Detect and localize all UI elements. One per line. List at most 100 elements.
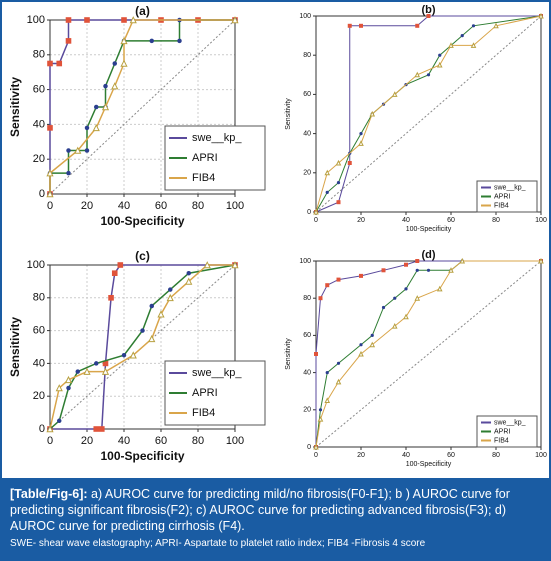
legend-label: APRI <box>494 193 510 200</box>
legend-label: FIB4 <box>494 437 509 444</box>
point <box>471 24 476 28</box>
y-tick-label: 0 <box>307 444 311 451</box>
x-tick-label: 80 <box>492 452 500 459</box>
legend-label: FIB4 <box>192 172 215 184</box>
point <box>317 415 324 422</box>
chart-b: (b) 0 20 40 60 80 100 0 20 40 60 80 100 100-Specifici… <box>285 4 547 233</box>
chart-title: (c) <box>135 249 150 263</box>
legend-label: swe__kp_ <box>192 132 242 144</box>
y-tick-label: 60 <box>303 91 311 98</box>
point <box>47 60 53 67</box>
y-tick-label: 40 <box>33 118 45 130</box>
point <box>121 352 127 358</box>
point <box>381 305 386 310</box>
x-tick-label: 40 <box>402 217 410 224</box>
point <box>493 22 499 29</box>
x-tick-label: 80 <box>192 435 204 447</box>
point <box>84 148 90 153</box>
legend-label: APRI <box>192 387 218 399</box>
point <box>336 200 341 205</box>
point <box>415 23 420 28</box>
point <box>140 328 145 333</box>
point <box>203 261 211 269</box>
x-tick-label: 60 <box>447 452 455 459</box>
roc-line <box>49 19 235 194</box>
legend-label: APRI <box>192 152 218 164</box>
point <box>359 343 363 347</box>
point <box>369 110 376 117</box>
point <box>46 190 54 198</box>
y-tick-label: 60 <box>303 332 311 339</box>
point <box>84 125 90 131</box>
point <box>149 303 154 309</box>
point <box>47 125 53 131</box>
point <box>393 296 397 300</box>
y-tick-label: 60 <box>33 325 45 337</box>
legend-label: FIB4 <box>192 407 215 419</box>
point <box>101 103 110 111</box>
point <box>149 38 154 44</box>
x-tick-label: 40 <box>118 200 130 212</box>
x-tick-label: 20 <box>81 435 93 447</box>
point <box>157 310 165 318</box>
point <box>314 352 318 356</box>
point <box>336 181 341 185</box>
point <box>358 140 364 146</box>
point <box>57 418 62 424</box>
point <box>129 16 137 24</box>
point <box>66 385 71 391</box>
point <box>448 42 454 48</box>
point <box>438 53 442 57</box>
point <box>359 273 363 278</box>
y-tick-label: 20 <box>303 170 311 177</box>
y-tick-label: 0 <box>307 209 311 216</box>
point <box>65 38 72 44</box>
point <box>391 322 398 329</box>
point <box>74 146 82 154</box>
point <box>324 397 331 403</box>
point <box>93 426 100 432</box>
x-tick-label: 100 <box>226 200 244 212</box>
point <box>231 261 239 269</box>
reference-diagonal <box>315 260 542 448</box>
chart-title: (b) <box>421 4 435 16</box>
point <box>426 14 431 18</box>
point <box>404 287 408 291</box>
legend-label: APRI <box>494 428 510 435</box>
chart-title: (d) <box>421 249 435 261</box>
point <box>391 91 398 97</box>
chart-c: (c) 0 20 40 60 80 100 0 20 40 60 80 100 100-Specifici… <box>8 249 266 463</box>
y-tick-label: 100 <box>299 13 311 20</box>
y-tick-label: 80 <box>303 295 311 302</box>
point <box>347 161 352 165</box>
point <box>538 257 544 264</box>
point <box>470 42 477 48</box>
x-axis-label: 100-Specificity <box>100 449 184 463</box>
point <box>186 270 191 276</box>
y-tick-label: 20 <box>33 153 45 165</box>
x-axis-label: 100-Specificity <box>406 226 452 233</box>
y-axis-label: Sensitivity <box>285 98 292 130</box>
x-tick-label: 100 <box>535 452 547 459</box>
point <box>83 367 91 375</box>
x-tick-label: 80 <box>192 200 204 212</box>
point <box>404 262 408 267</box>
x-tick-label: 60 <box>155 200 167 212</box>
y-tick-label: 0 <box>39 423 45 435</box>
point <box>177 38 182 44</box>
point <box>84 17 90 23</box>
point <box>56 60 63 67</box>
point <box>359 23 363 28</box>
point <box>46 169 54 177</box>
point <box>112 61 117 66</box>
caption-text: a) AUROC curve for predicting mild/no fi… <box>10 487 510 533</box>
y-tick-label: 40 <box>33 357 45 369</box>
caption: [Table/Fig-6]: a) AUROC curve for predic… <box>2 478 549 559</box>
point <box>313 443 319 450</box>
y-tick-label: 100 <box>299 258 311 265</box>
point <box>99 426 105 432</box>
point <box>120 36 128 45</box>
point <box>117 262 124 268</box>
point <box>121 17 127 23</box>
point <box>64 375 73 384</box>
